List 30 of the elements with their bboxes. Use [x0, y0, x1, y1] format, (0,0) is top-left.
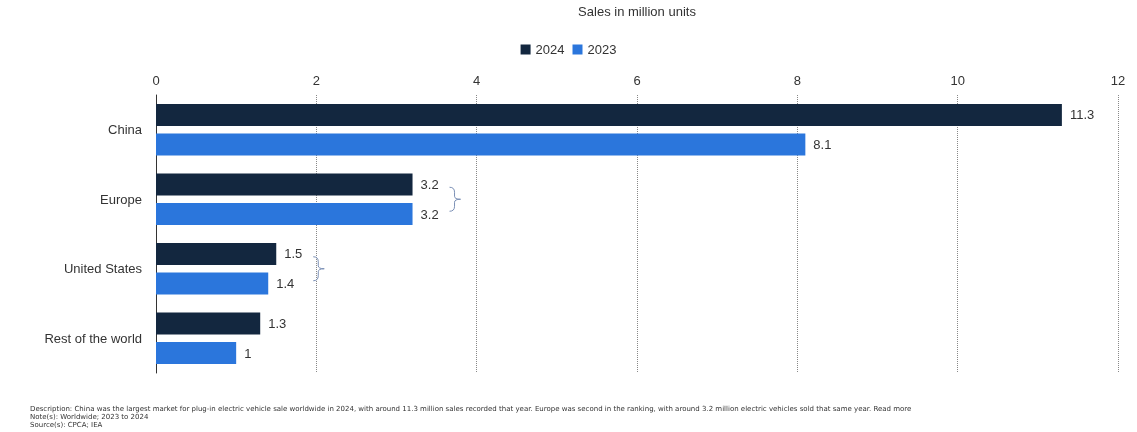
x-tick-label: 8: [793, 73, 801, 88]
legend-label: 2024: [535, 42, 565, 57]
bar: [156, 133, 806, 156]
data-label: 1.3: [268, 315, 287, 331]
bar: [156, 103, 1062, 126]
y-tick-label: Europe: [100, 191, 142, 207]
data-label: 3.2: [420, 206, 439, 222]
y-tick-label: United States: [63, 261, 143, 277]
data-label: 1.4: [276, 276, 295, 292]
legend-label: 2023: [587, 42, 617, 57]
data-label: 3.2: [420, 176, 439, 192]
x-axis-title: Sales in million units: [578, 4, 697, 19]
x-tick-label: 2: [312, 73, 320, 88]
x-tick-label: 10: [950, 73, 965, 88]
bar: [156, 272, 269, 295]
bar: [156, 203, 413, 226]
x-tick-label: 0: [152, 73, 160, 88]
data-label: 1: [244, 345, 252, 361]
x-tick-label: 6: [633, 73, 641, 88]
bar: [156, 312, 261, 335]
data-label: 11.3: [1069, 107, 1095, 123]
x-tick-label: 12: [1110, 73, 1126, 88]
data-label: 8.1: [813, 137, 832, 153]
bar: [156, 342, 237, 365]
data-label: 1.5: [284, 246, 303, 262]
y-tick-label: Rest of the world: [44, 330, 142, 346]
bar: [156, 173, 413, 196]
bar: [156, 242, 277, 265]
y-tick-label: China: [108, 122, 143, 138]
x-tick-label: 4: [473, 73, 481, 88]
